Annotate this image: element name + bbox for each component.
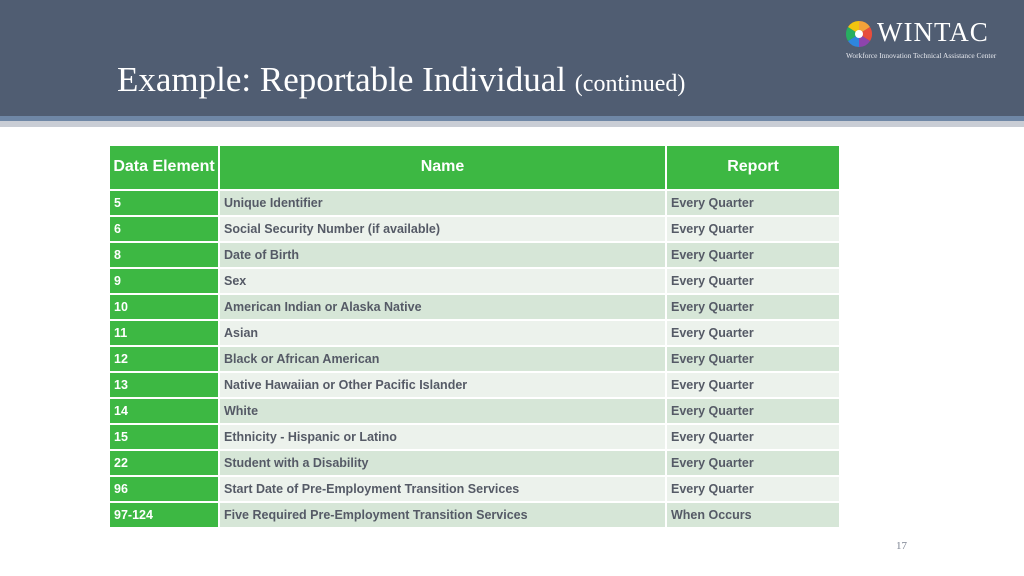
slide-title-main: Example: Reportable Individual bbox=[117, 60, 567, 99]
table-row: 97-124 Five Required Pre-Employment Tran… bbox=[108, 501, 841, 529]
report-cell: Every Quarter bbox=[665, 371, 841, 399]
name-cell: White bbox=[218, 397, 667, 425]
name-cell: American Indian or Alaska Native bbox=[218, 293, 667, 321]
header-accent-stripe bbox=[0, 116, 1024, 121]
data-element-cell: 5 bbox=[108, 189, 220, 217]
data-elements-table-wrapper: Data Element Name Report 5 Unique Identi… bbox=[108, 144, 841, 529]
table-row: 12 Black or African American Every Quart… bbox=[108, 345, 841, 373]
report-cell: When Occurs bbox=[665, 501, 841, 529]
report-cell: Every Quarter bbox=[665, 397, 841, 425]
name-cell: Date of Birth bbox=[218, 241, 667, 269]
report-cell: Every Quarter bbox=[665, 293, 841, 321]
data-element-cell: 11 bbox=[108, 319, 220, 347]
name-cell: Five Required Pre-Employment Transition … bbox=[218, 501, 667, 529]
data-element-cell: 15 bbox=[108, 423, 220, 451]
table-row: 9 Sex Every Quarter bbox=[108, 267, 841, 295]
slide-header bbox=[0, 0, 1024, 116]
name-cell: Student with a Disability bbox=[218, 449, 667, 477]
report-cell: Every Quarter bbox=[665, 241, 841, 269]
slide-title-sub: (continued) bbox=[574, 71, 686, 97]
report-cell: Every Quarter bbox=[665, 267, 841, 295]
name-cell: Sex bbox=[218, 267, 667, 295]
name-cell: Black or African American bbox=[218, 345, 667, 373]
report-cell: Every Quarter bbox=[665, 189, 841, 217]
name-cell: Asian bbox=[218, 319, 667, 347]
name-cell: Unique Identifier bbox=[218, 189, 667, 217]
table-row: 96 Start Date of Pre-Employment Transiti… bbox=[108, 475, 841, 503]
table-row: 14 White Every Quarter bbox=[108, 397, 841, 425]
table-row: 22 Student with a Disability Every Quart… bbox=[108, 449, 841, 477]
report-cell: Every Quarter bbox=[665, 475, 841, 503]
table-row: 6 Social Security Number (if available) … bbox=[108, 215, 841, 243]
data-element-cell: 10 bbox=[108, 293, 220, 321]
data-element-cell: 8 bbox=[108, 241, 220, 269]
table-row: 8 Date of Birth Every Quarter bbox=[108, 241, 841, 269]
table-row: 10 American Indian or Alaska Native Ever… bbox=[108, 293, 841, 321]
name-cell: Start Date of Pre-Employment Transition … bbox=[218, 475, 667, 503]
table-row: 11 Asian Every Quarter bbox=[108, 319, 841, 347]
report-cell: Every Quarter bbox=[665, 345, 841, 373]
name-cell: Ethnicity - Hispanic or Latino bbox=[218, 423, 667, 451]
table-row: 15 Ethnicity - Hispanic or Latino Every … bbox=[108, 423, 841, 451]
header-shadow-stripe bbox=[0, 121, 1024, 127]
table-row: 13 Native Hawaiian or Other Pacific Isla… bbox=[108, 371, 841, 399]
column-header-name: Name bbox=[218, 144, 667, 191]
data-element-cell: 97-124 bbox=[108, 501, 220, 529]
report-cell: Every Quarter bbox=[665, 319, 841, 347]
data-element-cell: 6 bbox=[108, 215, 220, 243]
logo-name: WINTAC bbox=[877, 17, 989, 47]
data-element-cell: 22 bbox=[108, 449, 220, 477]
data-element-cell: 96 bbox=[108, 475, 220, 503]
wintac-logo: WINTAC Workforce Innovation Technical As… bbox=[845, 18, 1015, 62]
table-row: 5 Unique Identifier Every Quarter bbox=[108, 189, 841, 217]
table-header-row: Data Element Name Report bbox=[108, 144, 841, 191]
column-header-report: Report bbox=[665, 144, 841, 191]
data-element-cell: 9 bbox=[108, 267, 220, 295]
logo-tagline: Workforce Innovation Technical Assistanc… bbox=[846, 51, 997, 60]
data-element-cell: 14 bbox=[108, 397, 220, 425]
column-header-data-element: Data Element bbox=[108, 144, 220, 191]
slide-title: Example: Reportable Individual (continue… bbox=[117, 62, 685, 97]
data-element-cell: 12 bbox=[108, 345, 220, 373]
report-cell: Every Quarter bbox=[665, 423, 841, 451]
report-cell: Every Quarter bbox=[665, 215, 841, 243]
name-cell: Social Security Number (if available) bbox=[218, 215, 667, 243]
name-cell: Native Hawaiian or Other Pacific Islande… bbox=[218, 371, 667, 399]
pinwheel-logo-icon bbox=[845, 20, 873, 48]
data-element-cell: 13 bbox=[108, 371, 220, 399]
data-elements-table: Data Element Name Report 5 Unique Identi… bbox=[108, 144, 841, 529]
page-number: 17 bbox=[896, 540, 907, 552]
report-cell: Every Quarter bbox=[665, 449, 841, 477]
